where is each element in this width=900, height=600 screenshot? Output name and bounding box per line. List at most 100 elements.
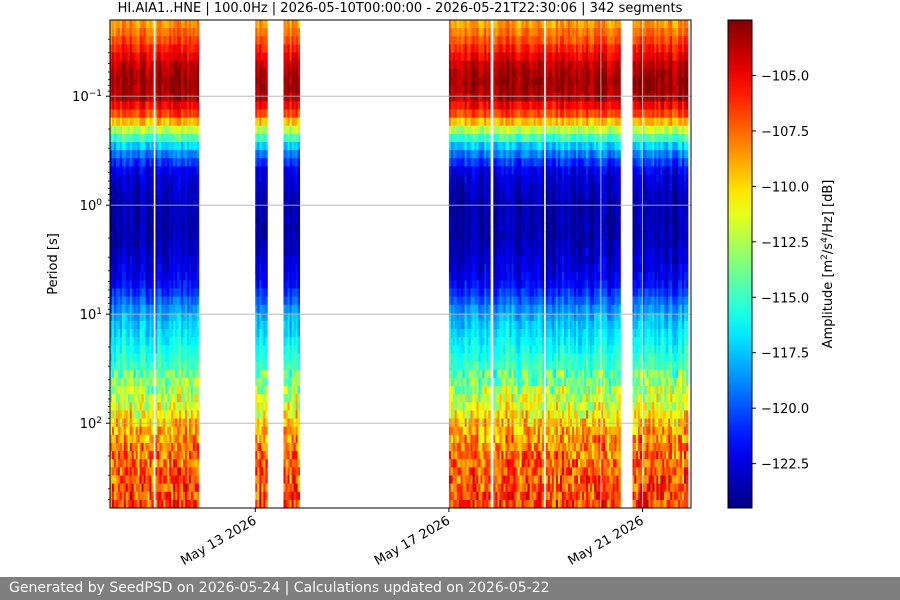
heatmap-cell: [458, 451, 462, 460]
heatmap-cell: [149, 426, 152, 436]
heatmap-cell: [137, 329, 140, 338]
heatmap-cell: [259, 459, 262, 468]
heatmap-cell: [495, 174, 498, 184]
heatmap-cell: [147, 101, 150, 110]
heatmap-cell: [163, 239, 166, 249]
heatmap-cell: [163, 369, 166, 379]
heatmap-cell: [486, 44, 489, 53]
heatmap-cell: [141, 483, 144, 493]
heatmap-cell: [133, 142, 137, 151]
heatmap-cell: [167, 190, 170, 200]
heatmap-cell: [289, 410, 292, 419]
heatmap-cell: [257, 239, 260, 249]
heatmap-cell: [177, 377, 180, 387]
heatmap-cell: [460, 426, 464, 436]
heatmap-cell: [129, 467, 133, 476]
heatmap-cell: [460, 158, 464, 167]
heatmap-cell: [194, 223, 198, 232]
heatmap-cell: [143, 296, 146, 306]
heatmap-cell: [291, 369, 294, 379]
heatmap-cell: [169, 369, 172, 379]
heatmap-cell: [184, 101, 188, 110]
heatmap-cell: [285, 491, 288, 501]
heatmap-cell: [147, 394, 150, 403]
heatmap-cell: [259, 386, 262, 395]
heatmap-cell: [196, 499, 200, 508]
heatmap-cell: [293, 402, 296, 411]
data-segment-2: [155, 20, 200, 508]
heatmap-cell: [123, 280, 127, 289]
heatmap-cell: [495, 499, 498, 508]
heatmap-cell: [456, 190, 460, 200]
heatmap-cell: [141, 264, 144, 273]
heatmap-cell: [167, 117, 170, 127]
heatmap-cell: [155, 345, 158, 354]
heatmap-cell: [297, 76, 301, 86]
heatmap-cell: [480, 68, 483, 78]
heatmap-cell: [125, 142, 129, 151]
heatmap-cell: [448, 353, 452, 362]
heatmap-cell: [255, 377, 258, 387]
heatmap-cell: [499, 369, 502, 379]
heatmap-cell: [192, 125, 196, 135]
heatmap-cell: [143, 288, 146, 297]
heatmap-cell: [163, 499, 166, 508]
heatmap-cell: [484, 20, 487, 29]
heatmap-cell: [265, 369, 268, 379]
heatmap-cell: [137, 386, 140, 395]
heatmap-cell: [137, 345, 140, 354]
heatmap-cell: [196, 442, 200, 452]
heatmap-cell: [119, 198, 123, 208]
heatmap-cell: [255, 150, 258, 159]
heatmap-cell: [145, 329, 148, 338]
heatmap-cell: [167, 280, 170, 289]
heatmap-cell: [493, 353, 496, 362]
heatmap-cell: [283, 133, 286, 143]
heatmap-cell: [171, 239, 174, 249]
heatmap-cell: [470, 223, 473, 232]
heatmap-cell: [291, 288, 294, 297]
heatmap-cell: [177, 483, 180, 493]
heatmap-cell: [119, 345, 123, 354]
heatmap-cell: [186, 377, 190, 387]
heatmap-cell: [482, 434, 485, 444]
heatmap-cell: [261, 410, 264, 419]
heatmap-cell: [474, 329, 477, 338]
heatmap-cell: [478, 117, 481, 127]
heatmap-cell: [113, 296, 117, 306]
heatmap-cell: [127, 272, 131, 281]
heatmap-cell: [194, 20, 198, 29]
heatmap-cell: [194, 215, 198, 224]
heatmap-cell: [289, 44, 292, 53]
heatmap-cell: [125, 158, 129, 167]
heatmap-cell: [259, 337, 262, 346]
heatmap-cell: [179, 109, 182, 118]
heatmap-cell: [163, 166, 166, 175]
heatmap-cell: [173, 85, 176, 94]
heatmap-cell: [175, 247, 178, 257]
heatmap-cell: [261, 125, 264, 135]
heatmap-cell: [177, 467, 180, 476]
heatmap-cell: [190, 386, 194, 395]
heatmap-cell: [265, 499, 268, 508]
heatmap-cell: [478, 402, 481, 411]
heatmap-cell: [131, 174, 135, 184]
heatmap-cell: [448, 386, 452, 395]
heatmap-cell: [147, 36, 150, 45]
heatmap-cell: [265, 36, 268, 45]
heatmap-cell: [119, 329, 123, 338]
heatmap-cell: [171, 125, 174, 135]
heatmap-cell: [194, 150, 198, 159]
heatmap-cell: [121, 304, 125, 314]
heatmap-cell: [450, 410, 454, 419]
heatmap-cell: [131, 361, 135, 371]
heatmap-cell: [171, 215, 174, 224]
heatmap-cell: [188, 76, 192, 86]
heatmap-cell: [486, 402, 489, 411]
heatmap-cell: [499, 272, 502, 281]
heatmap-cell: [182, 85, 186, 94]
heatmap-cell: [289, 117, 292, 127]
heatmap-cell: [119, 76, 123, 86]
heatmap-cell: [111, 467, 115, 476]
heatmap-cell: [261, 109, 264, 118]
